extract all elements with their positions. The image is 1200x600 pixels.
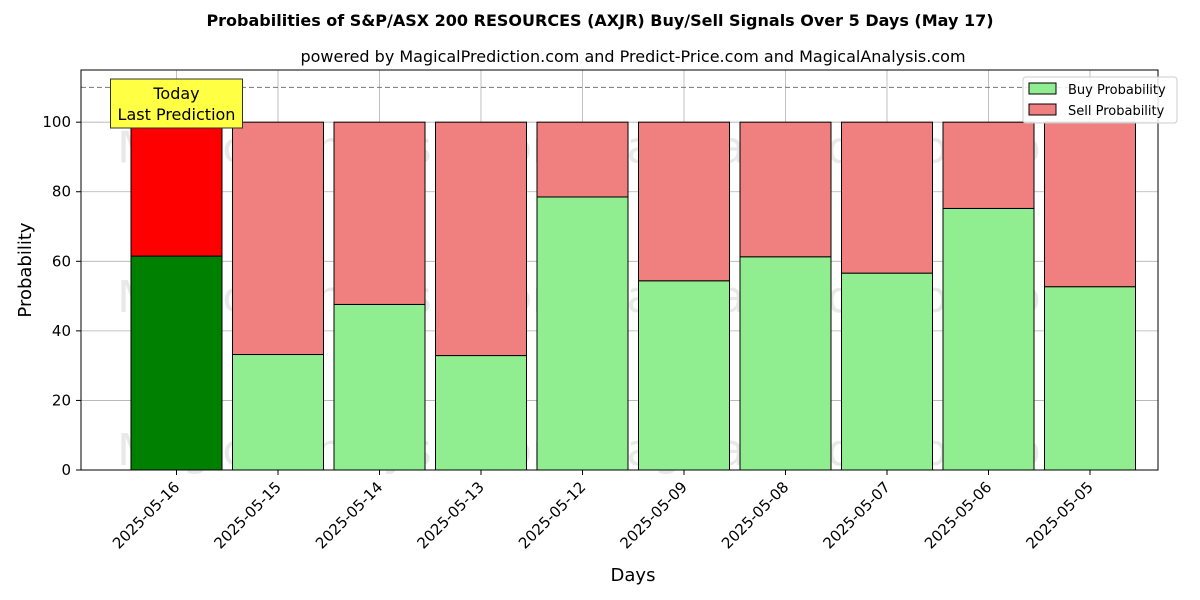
sell-bar (536, 121, 629, 198)
x-tick-label: 2025-05-06 (921, 478, 995, 552)
sell-bar (841, 121, 933, 274)
sell-bar (333, 121, 426, 305)
x-axis-ticks: 2025-05-16 2025-05-15 2025-05-14 2025-05-13… (109, 470, 1097, 552)
sell-bar (739, 121, 832, 258)
legend-sell-swatch (1028, 103, 1057, 116)
annotation-line: Today (152, 84, 199, 103)
buy-bar (536, 196, 629, 471)
x-tick-label: 2025-05-15 (210, 478, 284, 552)
y-tick-label: 0 (61, 461, 71, 479)
buy-bar (841, 272, 933, 471)
buy-bar (739, 256, 832, 471)
overlay: Today Last Prediction (81, 78, 1158, 129)
y-axis-ticks: 0 20 40 60 80 100 (42, 113, 81, 479)
legend-buy-label: Buy Probability (1068, 83, 1166, 98)
x-tick-label: 2025-05-16 (109, 478, 183, 552)
buy-bar (435, 355, 527, 471)
bars (130, 121, 1136, 471)
chart-title: Probabilities of S&P/ASX 200 RESOURCES (… (206, 11, 993, 30)
x-tick-label: 2025-05-08 (718, 478, 792, 552)
sell-bar (638, 121, 730, 282)
sell-bar (232, 121, 324, 356)
y-tick-label: 40 (52, 322, 71, 340)
x-tick-label: 2025-05-07 (819, 478, 893, 552)
x-tick-label: 2025-05-13 (413, 478, 487, 552)
y-tick-label: 100 (42, 113, 71, 131)
x-tick-label: 2025-05-05 (1022, 478, 1096, 552)
legend-buy-swatch (1028, 82, 1057, 95)
annotation-box (110, 78, 243, 129)
sell-bar (435, 121, 527, 357)
legend-box (1022, 76, 1178, 124)
plot-frame (80, 69, 1159, 471)
sell-bar (1044, 121, 1136, 288)
buy-bar (942, 207, 1035, 471)
x-tick-label: 2025-05-09 (616, 478, 690, 552)
sell-bar (130, 121, 223, 257)
sell-bar (942, 121, 1035, 209)
y-tick-label: 80 (52, 183, 71, 201)
x-tick-label: 2025-05-14 (312, 478, 386, 552)
y-tick-label: 60 (52, 252, 71, 270)
buy-bar (232, 354, 324, 471)
legend-sell-label: Sell Probability (1068, 104, 1165, 119)
buy-bar (1044, 286, 1136, 471)
x-axis-label: Days (611, 565, 656, 586)
buy-bar (638, 280, 730, 471)
buy-bar (333, 303, 426, 471)
legend: Buy Probability Sell Probability (1022, 76, 1178, 124)
y-tick-label: 20 (52, 391, 71, 409)
buy-bar (130, 255, 223, 471)
y-axis-label: Probability (15, 222, 36, 317)
chart-subtitle: powered by MagicalPrediction.com and Pre… (300, 47, 965, 66)
x-tick-label: 2025-05-12 (515, 478, 589, 552)
annotation-line: Last Prediction (118, 105, 236, 124)
